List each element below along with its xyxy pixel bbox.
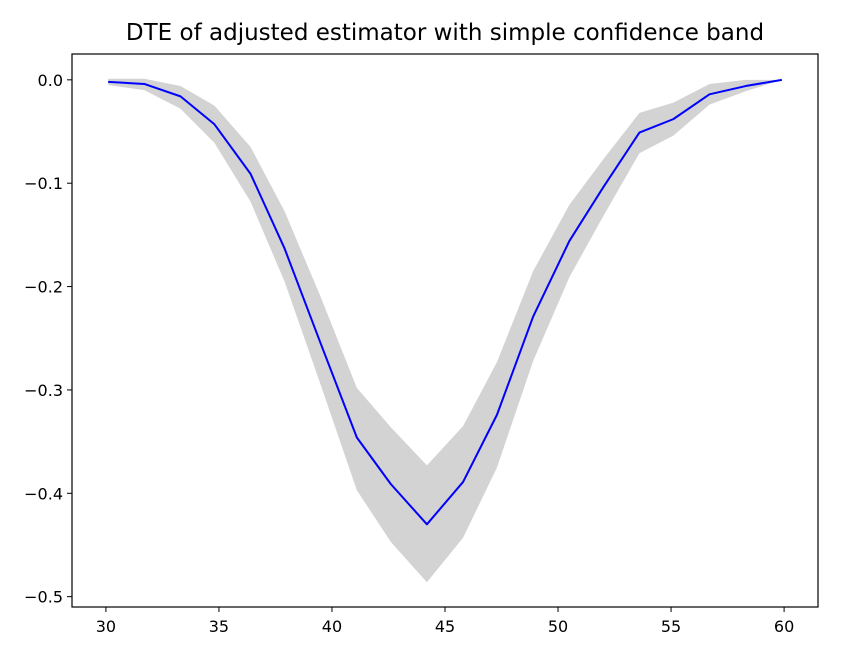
y-tick-label: −0.1 <box>24 174 63 193</box>
axes: 30 35 40 45 50 55 60 0.0 −0.1 −0.2 −0.3 −0.4 −0.5 <box>24 53 819 636</box>
confidence-band <box>108 78 782 583</box>
x-tick-label: 40 <box>322 617 342 636</box>
x-tick-label: 45 <box>435 617 455 636</box>
y-tick-label: −0.2 <box>24 278 63 297</box>
y-tick-label: −0.3 <box>24 381 63 400</box>
dte-estimate-line <box>108 78 782 526</box>
x-tick-label: 35 <box>209 617 229 636</box>
x-tick-label: 50 <box>548 617 568 636</box>
y-tick-label: −0.4 <box>24 484 63 503</box>
x-tick-label: 55 <box>661 617 681 636</box>
plot-area <box>108 78 782 583</box>
x-tick-label: 30 <box>96 617 116 636</box>
chart-title: DTE of adjusted estimator with simple co… <box>126 20 764 46</box>
y-tick-label: 0.0 <box>38 71 63 90</box>
x-tick-label: 60 <box>774 617 794 636</box>
y-tick-label: −0.5 <box>24 588 63 607</box>
